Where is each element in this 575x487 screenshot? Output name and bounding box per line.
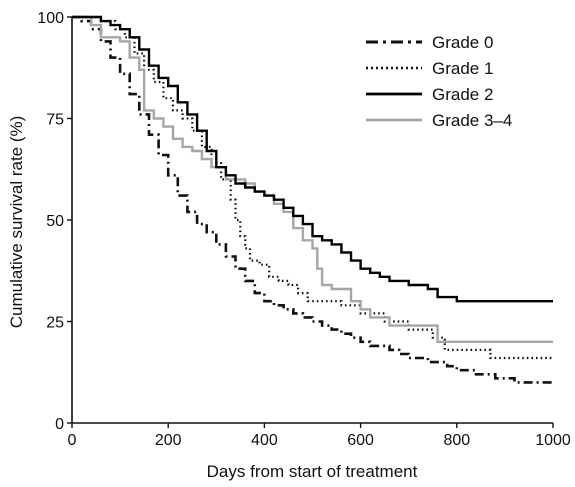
legend-label: Grade 0 [432,33,493,52]
legend-label: Grade 3–4 [432,111,512,130]
y-tick-label: 0 [55,416,64,433]
y-tick-label: 100 [37,10,64,27]
x-tick-label: 0 [68,432,77,449]
legend: Grade 0 Grade 1 Grade 2 Grade 3–4 [366,33,512,130]
x-tick-label: 400 [251,432,278,449]
y-tick-label: 50 [46,213,64,230]
legend-label: Grade 1 [432,59,493,78]
y-tick-label: 75 [46,112,64,129]
y-axis-title: Cumulative survival rate (%) [7,116,26,329]
x-axis-title: Days from start of treatment [207,462,418,481]
x-tick-label: 800 [443,432,470,449]
x-tick-label: 600 [347,432,374,449]
legend-label: Grade 2 [432,85,493,104]
x-tick-label: 200 [155,432,182,449]
x-tick-label: 1000 [535,432,571,449]
y-tick-label: 25 [46,315,64,332]
